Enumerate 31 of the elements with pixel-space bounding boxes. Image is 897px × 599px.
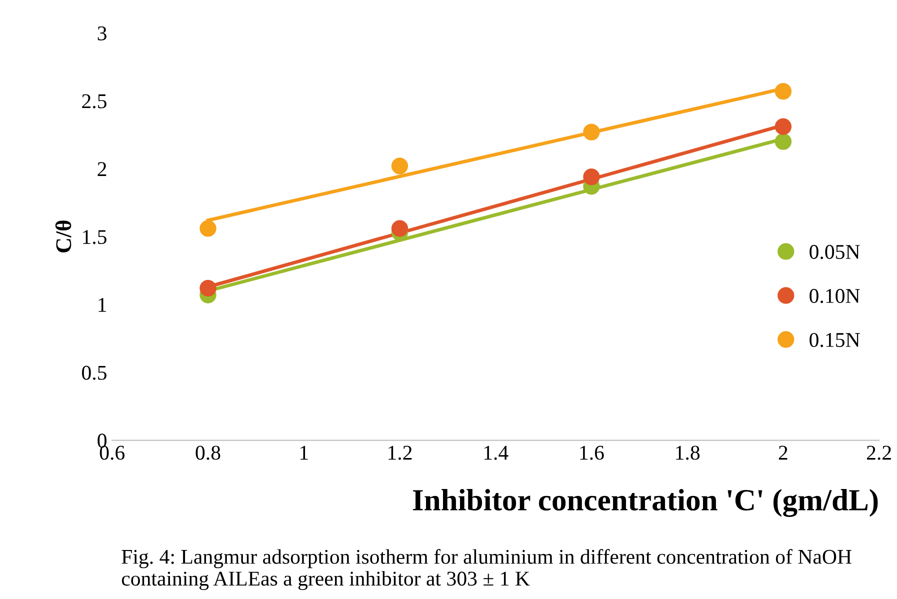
y-tick-label: 2.5 (82, 94, 106, 108)
point (774, 133, 792, 150)
y-axis-title: C/θ (55, 220, 72, 252)
x-tick-label: 2 (778, 446, 788, 460)
point (583, 168, 600, 186)
legend-label: 0.15N (810, 332, 860, 348)
point (583, 124, 600, 140)
legend-label: 0.10N (810, 288, 860, 304)
y-tick-label: 3 (98, 26, 106, 40)
point (391, 220, 408, 237)
y-tick-label: 1 (98, 298, 106, 312)
point (200, 220, 216, 237)
x-tick-label: 0.6 (100, 446, 125, 460)
y-tick-label: 1.5 (83, 230, 106, 244)
x-tick-label: 2.2 (866, 446, 891, 460)
x-tick-label: 1.4 (484, 446, 508, 460)
x-tick-label: 1 (300, 446, 308, 460)
x-tick-label: 1.6 (580, 446, 604, 460)
point (200, 280, 216, 297)
y-tick-label: 2 (98, 162, 106, 176)
point (774, 82, 792, 100)
caption: Fig. 4: Langmur adsorption isotherm for aluminium in different concentration of NaOH containing AILEas a green inhibitor at 303 ± 1 K (122, 549, 852, 590)
x-axis-title: Inhibitor concentration 'C' (gm/dL) (412, 489, 878, 517)
y-tick-label: 0.5 (82, 366, 106, 380)
y-tick-label: 0 (98, 434, 106, 448)
x-tick-label: 1.2 (388, 446, 412, 460)
point (774, 118, 792, 135)
legend-label: 0.05N (810, 244, 860, 260)
point (391, 158, 408, 174)
x-tick-label: 0.8 (196, 446, 220, 460)
x-tick-label: 1.8 (676, 446, 700, 460)
